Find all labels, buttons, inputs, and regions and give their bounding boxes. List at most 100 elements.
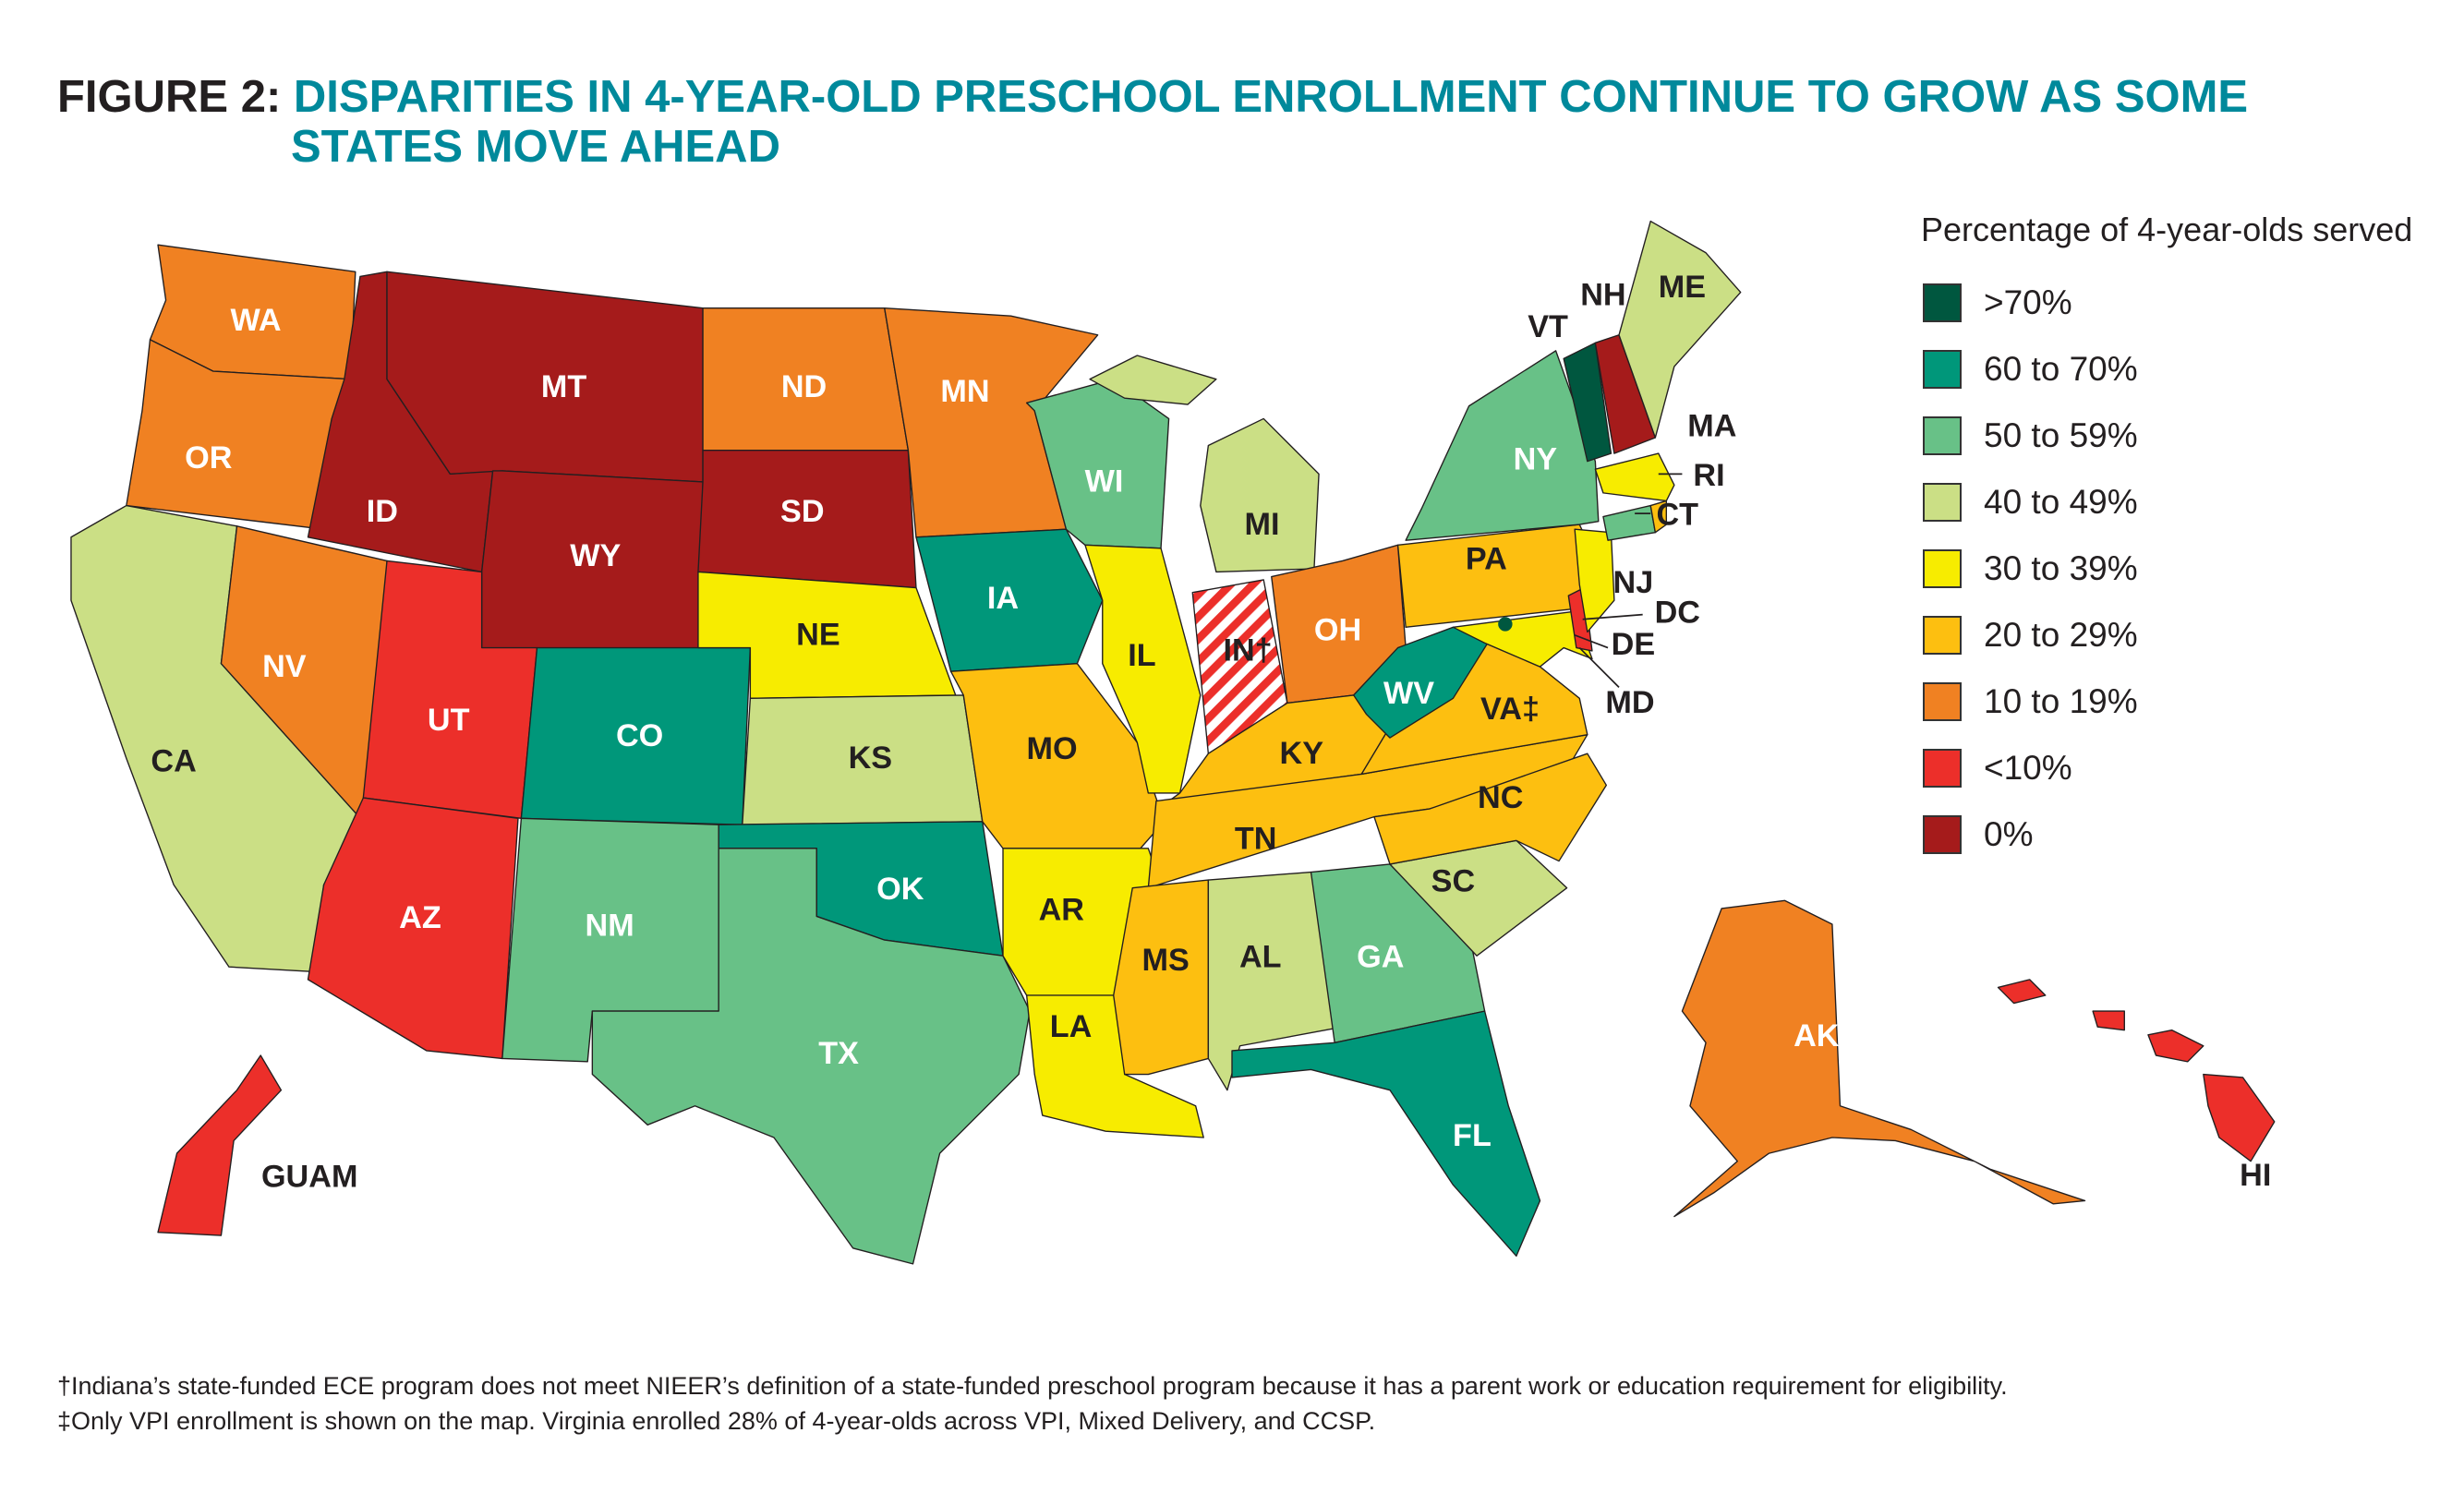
legend-swatch [1923, 749, 1962, 788]
state-label-hi: HI [2240, 1158, 2271, 1193]
legend: Percentage of 4-year-olds served >70% 60 … [1921, 211, 2412, 868]
state-label-il: IL [1128, 638, 1155, 673]
state-label-ky: KY [1279, 736, 1323, 771]
state-label-guam: GUAM [261, 1160, 357, 1195]
state-label-ok: OK [876, 872, 924, 907]
state-label-or: OR [185, 440, 232, 476]
state-label-ca: CA [151, 743, 196, 778]
legend-label: 40 to 49% [1984, 483, 2138, 521]
state-ma [1594, 452, 1675, 502]
state-ny [1405, 350, 1600, 541]
figure-title: FIGURE 2: DISPARITIES IN 4-YEAR-OLD PRES… [57, 72, 2248, 172]
state-label-mt: MT [541, 369, 586, 404]
state-label-az: AZ [399, 900, 441, 935]
state-label-wy: WY [570, 538, 621, 573]
figure-number: FIGURE 2: [57, 72, 282, 122]
state-label-de: DE [1612, 627, 1656, 662]
state-label-va: VA‡ [1480, 692, 1540, 727]
state-ri [1649, 500, 1668, 534]
legend-item: >70% [1921, 270, 2412, 336]
state-label-ct: CT [1657, 498, 1699, 533]
state-label-wa: WA [231, 303, 282, 338]
footnote-indiana: †Indiana’s state-funded ECE program does… [57, 1372, 2008, 1400]
legend-item: 20 to 29% [1921, 602, 2412, 668]
state-label-oh: OH [1314, 612, 1361, 647]
state-label-wv: WV [1383, 676, 1434, 711]
state-label-tn: TN [1235, 821, 1277, 856]
state-tx [591, 848, 1031, 1265]
state-label-sd: SD [780, 494, 825, 529]
state-label-dc: DC [1655, 596, 1700, 631]
state-label-vt: VT [1528, 309, 1568, 344]
state-il [1084, 544, 1202, 794]
state-label-nv: NV [262, 649, 307, 684]
state-label-al: AL [1239, 940, 1282, 975]
legend-item: 0% [1921, 801, 2412, 868]
legend-swatch [1923, 815, 1962, 854]
state-ia [915, 528, 1104, 672]
legend-label: 50 to 59% [1984, 416, 2138, 454]
legend-item: 40 to 49% [1921, 469, 2412, 536]
state-guam [157, 1054, 283, 1236]
state-label-ne: NE [796, 618, 840, 653]
state-mi [1089, 355, 1217, 405]
state-vt [1563, 342, 1612, 463]
legend-item: <10% [1921, 735, 2412, 801]
legend-swatch [1923, 682, 1962, 721]
state-label-md: MD [1605, 685, 1654, 720]
legend-swatch [1923, 616, 1962, 655]
state-label-nd: ND [781, 369, 827, 404]
state-label-co: CO [616, 718, 663, 753]
legend-swatch [1923, 416, 1962, 455]
state-fl [1231, 1010, 1541, 1258]
state-label-nj: NJ [1613, 565, 1654, 600]
legend-label: >70% [1984, 283, 2072, 321]
state-nc [1373, 753, 1608, 865]
state-label-mi: MI [1244, 507, 1279, 542]
legend-swatch [1923, 549, 1962, 588]
legend-swatch [1923, 283, 1962, 322]
legend-title: Percentage of 4-year-olds served [1921, 211, 2413, 248]
state-label-sc: SC [1431, 864, 1476, 899]
state-hi [2147, 1029, 2204, 1063]
state-ak [1673, 899, 2086, 1218]
state-label-id: ID [367, 494, 398, 529]
state-hi [2203, 1073, 2276, 1162]
state-label-ga: GA [1357, 940, 1404, 975]
state-label-nh: NH [1580, 278, 1625, 313]
footnote-virginia: ‡Only VPI enrollment is shown on the map… [57, 1407, 1376, 1435]
state-label-pa: PA [1466, 541, 1507, 576]
title-line-1: DISPARITIES IN 4-YEAR-OLD PRESCHOOL ENRO… [293, 72, 2249, 122]
legend-item: 30 to 39% [1921, 536, 2412, 602]
footnotes: †Indiana’s state-funded ECE program does… [57, 1368, 2008, 1439]
state-label-ny: NY [1514, 442, 1558, 477]
state-label-ar: AR [1039, 892, 1084, 927]
state-me [1618, 220, 1742, 439]
state-label-me: ME [1659, 270, 1706, 305]
state-label-nm: NM [586, 908, 634, 943]
legend-swatch [1923, 350, 1962, 389]
state-label-mn: MN [940, 374, 989, 409]
state-label-tx: TX [818, 1036, 859, 1071]
state-label-nc: NC [1478, 780, 1523, 815]
legend-label: 30 to 39% [1984, 549, 2138, 587]
state-nj [1574, 528, 1615, 633]
legend-label: <10% [1984, 749, 2072, 787]
legend-item: 60 to 70% [1921, 336, 2412, 403]
state-label-fl: FL [1453, 1118, 1492, 1153]
state-label-la: LA [1050, 1009, 1093, 1044]
title-line-2: STATES MOVE AHEAD [291, 122, 780, 172]
state-label-ri: RI [1693, 458, 1724, 493]
state-label-ks: KS [849, 740, 893, 776]
state-label-ut: UT [428, 703, 470, 738]
legend-swatch [1923, 483, 1962, 522]
state-az [307, 797, 519, 1060]
state-label-mo: MO [1026, 731, 1077, 766]
state-label-ms: MS [1142, 943, 1190, 978]
state-label-ak: AK [1794, 1018, 1840, 1054]
state-ct [1602, 504, 1657, 541]
legend-label: 20 to 29% [1984, 616, 2138, 654]
state-label-ia: IA [987, 581, 1019, 616]
legend-item: 50 to 59% [1921, 403, 2412, 469]
